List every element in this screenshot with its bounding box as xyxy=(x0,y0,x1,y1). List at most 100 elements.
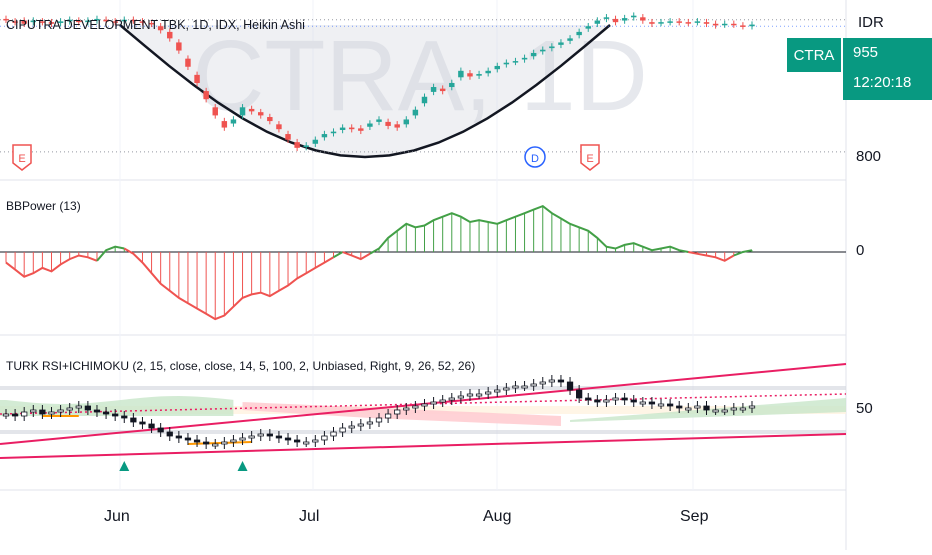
rsi-candle-body xyxy=(293,439,301,443)
earnings-marker xyxy=(580,144,600,171)
rsi-candle-body xyxy=(357,423,364,427)
rsi-candle-body xyxy=(57,409,64,413)
candle-body xyxy=(230,119,237,124)
rsi-candle-body xyxy=(2,413,10,417)
signal-segment xyxy=(187,441,252,445)
pane1-title: CIPUTRA DEVELOPMENT TBK, 1D, IDX, Heikin… xyxy=(6,18,305,32)
candle-body xyxy=(239,107,246,116)
event-marker-label: D xyxy=(531,153,539,165)
candle-body xyxy=(449,82,455,88)
candle-body xyxy=(76,20,82,23)
candle-body xyxy=(530,52,537,57)
rsi-candle-body xyxy=(603,399,610,403)
candle-body xyxy=(167,31,173,39)
rsi-candle-body xyxy=(239,437,246,441)
candle-body xyxy=(330,131,337,134)
candle-body xyxy=(267,117,273,122)
candle-body xyxy=(39,21,46,23)
rsi-candle-body xyxy=(175,435,182,439)
rsi-candle-body xyxy=(594,399,601,403)
rsi-candle-body xyxy=(248,435,255,439)
rsi-candle-body xyxy=(630,399,637,403)
candle-body xyxy=(276,124,282,130)
x-label-sep: Sep xyxy=(680,508,709,525)
candle-body xyxy=(439,88,446,92)
rsi-candle-body xyxy=(375,417,383,423)
candle-body xyxy=(285,134,291,140)
candle-body xyxy=(367,123,373,127)
candle-body xyxy=(121,19,127,22)
rsi-candle-body xyxy=(11,413,19,417)
candle-body xyxy=(676,21,682,23)
rsi-candle-body xyxy=(566,381,574,391)
candle-body xyxy=(303,145,309,148)
rsi-candle-body xyxy=(21,411,28,417)
candle-body xyxy=(48,22,55,24)
candle-body xyxy=(148,22,155,25)
candle-body xyxy=(703,22,710,24)
rsi-candle-body xyxy=(676,405,683,409)
price-axis-800: 800 xyxy=(856,148,882,165)
candle-body xyxy=(412,109,419,116)
candle-body xyxy=(103,19,109,22)
candle-body xyxy=(421,96,428,104)
rsi-candle-body xyxy=(321,435,328,441)
candle-body xyxy=(649,22,655,24)
candle-body xyxy=(321,134,328,138)
candle-body xyxy=(339,127,346,130)
candle-body xyxy=(721,23,728,26)
candle-body xyxy=(740,25,746,27)
rsi-candle-body xyxy=(303,441,310,445)
rsi-candle-body xyxy=(639,401,646,405)
candle-body xyxy=(467,73,473,77)
rsi-level-band xyxy=(0,386,846,390)
ichimoku-cloud-bearish xyxy=(242,402,561,426)
rsi-candle-body xyxy=(557,379,565,383)
rsi-candle-body xyxy=(485,391,492,395)
rsi-candle-body xyxy=(657,403,665,407)
ticker-badge[interactable]: CTRA xyxy=(787,38,841,72)
rsi-candle-body xyxy=(466,393,474,397)
candle-body xyxy=(603,17,610,19)
pane3-title: TURK RSI+ICHIMOKU (2, 15, close, close, … xyxy=(6,359,476,373)
bbpower-outline xyxy=(96,245,125,262)
candle-body xyxy=(476,74,482,76)
candle-body xyxy=(66,19,73,22)
buy-signal-triangle xyxy=(237,461,248,471)
candle-body xyxy=(385,121,391,126)
rsi-candle-body xyxy=(694,405,701,409)
rsi-candle-body xyxy=(503,387,510,391)
rsi-candle-body xyxy=(112,413,119,417)
rsi-candle-body xyxy=(648,401,656,405)
rsi-candle-body xyxy=(184,437,192,441)
rsi-candle-body xyxy=(548,379,555,383)
cup-region xyxy=(120,25,610,157)
bbpower-outline xyxy=(332,251,344,259)
candle-body xyxy=(667,21,673,23)
rsi-candle-body xyxy=(312,439,319,443)
rsi-mid-label: 50 xyxy=(856,400,873,417)
rsi-candle-body xyxy=(284,437,292,441)
candle-body xyxy=(558,42,564,45)
rsi-candle-body xyxy=(66,407,73,411)
rsi-candle-body xyxy=(412,405,419,409)
candle-body xyxy=(594,20,601,24)
rsi-candle-body xyxy=(748,405,756,409)
rsi-candle-body xyxy=(212,443,219,447)
rsi-candle-body xyxy=(421,403,428,407)
candle-body xyxy=(621,18,628,21)
candle-body xyxy=(312,139,319,144)
rsi-candle-body xyxy=(721,409,728,413)
candle-body xyxy=(185,58,191,67)
rsi-candle-body xyxy=(166,431,173,437)
rsi-candle-body xyxy=(230,439,237,443)
rsi-candle-body xyxy=(612,397,619,401)
candle-body xyxy=(157,26,164,31)
candle-body xyxy=(685,22,692,24)
rsi-candle-body xyxy=(39,409,46,415)
candle-body xyxy=(294,142,300,148)
rsi-candle-body xyxy=(30,409,37,413)
x-label-jun: Jun xyxy=(104,508,130,525)
